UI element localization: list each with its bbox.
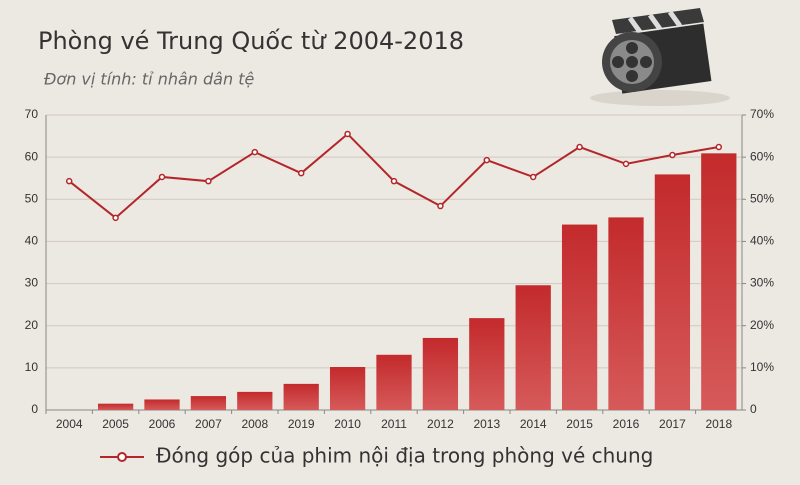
line-marker xyxy=(297,169,305,177)
y-tick-label: 20 xyxy=(25,318,39,332)
legend-marker xyxy=(117,452,127,462)
y-tick-label: 40 xyxy=(25,234,39,248)
bar xyxy=(469,318,505,410)
bar xyxy=(283,383,319,410)
x-tick-label: 2018 xyxy=(705,417,732,431)
bar xyxy=(376,354,412,410)
line-marker xyxy=(669,151,676,159)
bar xyxy=(144,399,180,410)
x-tick-label: 2011 xyxy=(381,417,407,431)
chart-subtitle: Đơn vị tính: tỉ nhân dân tệ xyxy=(44,70,254,89)
film-icon xyxy=(590,8,730,106)
x-tick-label: 2016 xyxy=(613,417,640,431)
bar xyxy=(422,337,459,410)
legend-label: Đóng góp của phim nội địa trong phòng vé… xyxy=(156,444,653,468)
line-marker xyxy=(576,143,583,151)
y-tick-label: 10 xyxy=(25,360,39,374)
x-tick-label: 2012 xyxy=(427,417,454,431)
y-tick-label: 70 xyxy=(25,107,39,121)
line-marker xyxy=(251,148,259,156)
bar xyxy=(97,403,134,410)
line-marker xyxy=(158,173,166,181)
x-tick-label: 2019 xyxy=(288,417,315,431)
line-marker xyxy=(344,130,351,138)
x-tick-label: 2008 xyxy=(241,417,268,431)
line-marker xyxy=(65,177,73,185)
bar xyxy=(561,224,598,410)
x-tick-label: 2010 xyxy=(334,417,361,431)
line-marker xyxy=(112,214,119,222)
bar xyxy=(329,367,366,410)
x-tick-label: 2017 xyxy=(659,417,686,431)
y2-tick-label: 40% xyxy=(750,234,774,248)
x-tick-label: 2015 xyxy=(566,417,593,431)
y2-tick-label: 70% xyxy=(750,107,774,121)
y-tick-label: 0 xyxy=(31,402,38,416)
y2-tick-label: 60% xyxy=(750,149,774,163)
line-marker xyxy=(622,160,630,168)
line-marker xyxy=(205,177,212,185)
y-tick-label: 30 xyxy=(25,276,39,290)
bar xyxy=(654,174,691,410)
line-marker xyxy=(529,173,537,181)
line-marker xyxy=(390,177,398,185)
x-tick-label: 2014 xyxy=(520,417,547,431)
y2-tick-label: 50% xyxy=(750,191,774,205)
bar xyxy=(237,391,273,410)
x-tick-label: 2007 xyxy=(195,417,222,431)
y-tick-label: 60 xyxy=(25,149,39,163)
line-marker xyxy=(437,202,444,210)
x-tick-label: 2005 xyxy=(102,417,129,431)
x-tick-label: 2004 xyxy=(56,417,83,431)
chart-title: Phòng vé Trung Quốc từ 2004-2018 xyxy=(38,27,464,55)
bar xyxy=(190,396,227,410)
x-tick-label: 2006 xyxy=(149,417,176,431)
line-marker xyxy=(715,143,723,151)
line-marker xyxy=(483,156,491,164)
y2-tick-label: 20% xyxy=(750,318,774,332)
y2-tick-label: 30% xyxy=(750,276,774,290)
bar xyxy=(608,217,644,410)
bar xyxy=(515,285,551,410)
y2-tick-label: 10% xyxy=(750,360,774,374)
x-tick-label: 2013 xyxy=(473,417,500,431)
bar xyxy=(701,153,737,410)
y2-tick-label: 0 xyxy=(750,402,757,416)
y-tick-label: 50 xyxy=(25,191,39,205)
